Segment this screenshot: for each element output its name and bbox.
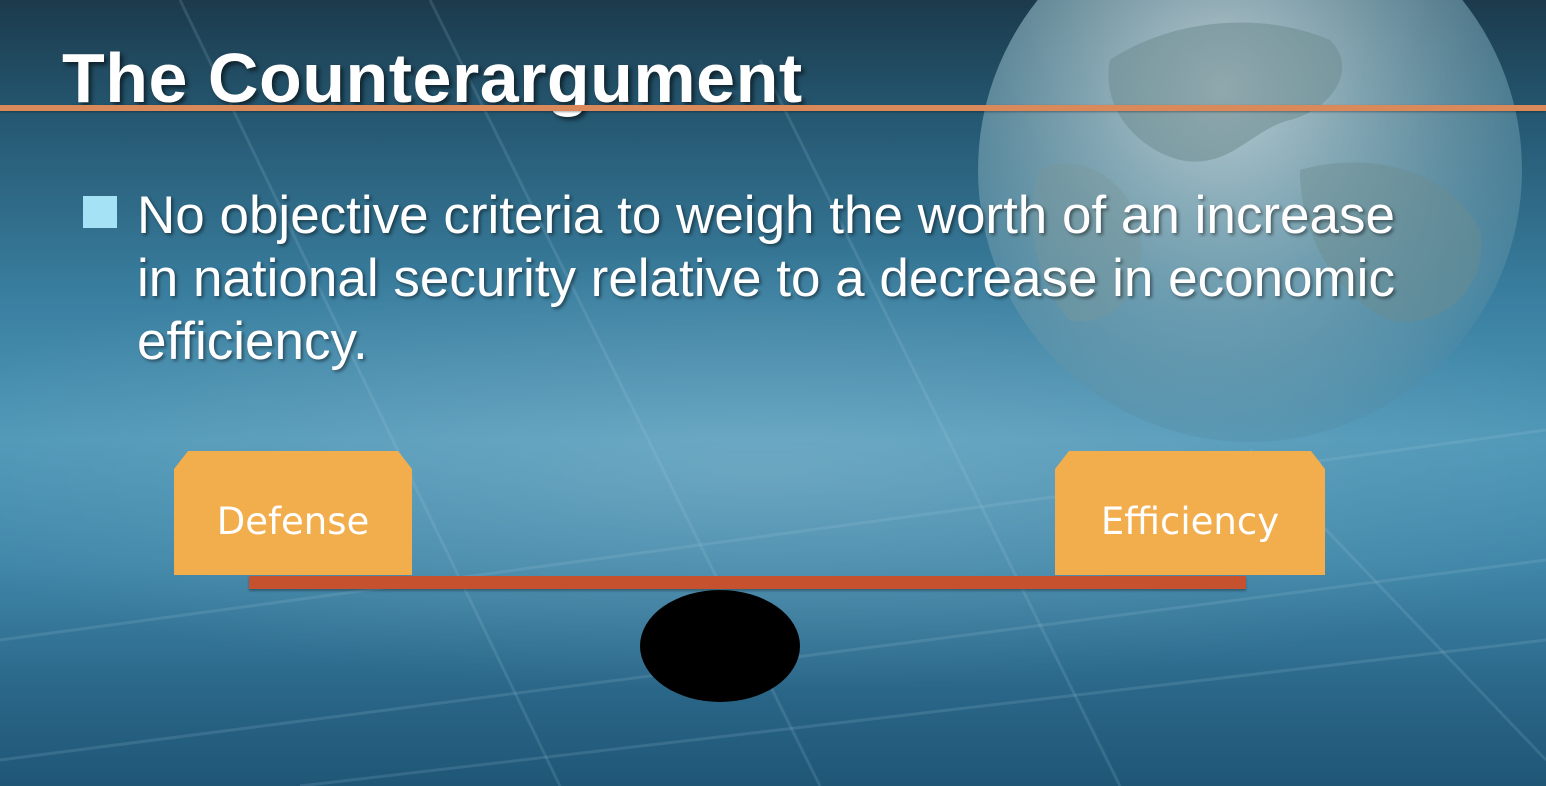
bullet-marker [83,196,117,228]
balance-fulcrum [640,590,800,702]
defense-box: Defense [174,451,412,575]
defense-label: Defense [216,499,370,543]
bullet-text: No objective criteria to weigh the worth… [137,186,1395,371]
efficiency-box: Efficiency [1055,451,1325,575]
balance-beam [249,576,1246,589]
title-underline [0,105,1546,111]
efficiency-label: Efficiency [1100,499,1280,543]
slide-title: The Counterargument [62,39,803,117]
